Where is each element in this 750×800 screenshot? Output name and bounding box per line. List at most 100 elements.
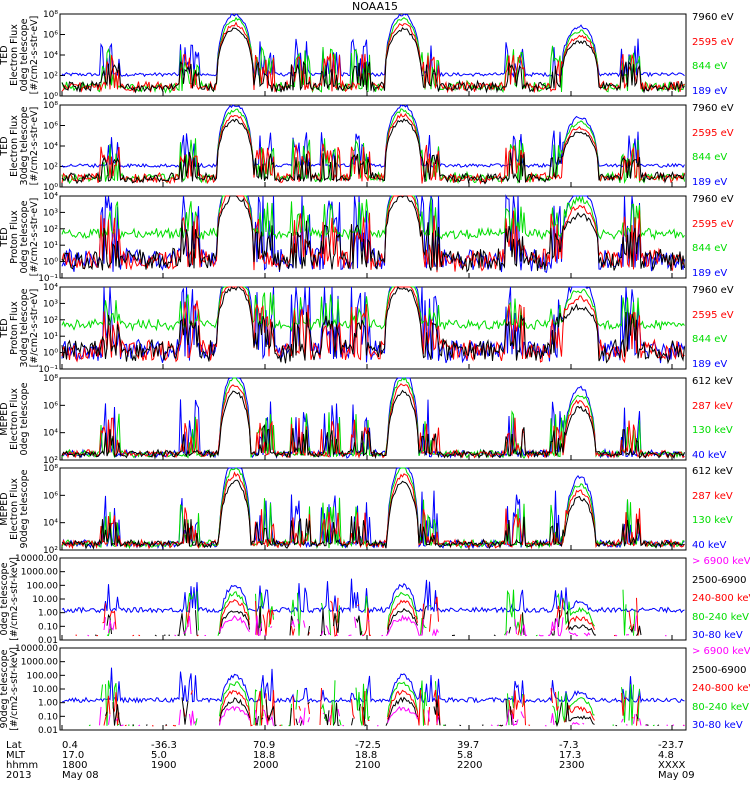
y-tick-label: 10⁸ — [43, 10, 58, 20]
legend-entry: 80-240 keV — [692, 611, 750, 623]
y-tick-label: 10² — [43, 225, 58, 235]
panel-ylabel: TED Electron Flux 30deg telescope [#/cm2-s-… — [0, 100, 44, 192]
y-tick-label: 10⁶ — [43, 491, 58, 501]
x-tick-time: XXXX — [658, 760, 686, 771]
x-row-label: 2013 — [6, 770, 32, 781]
ylabel-line: [#/cm2-s-str-eV] — [29, 15, 40, 95]
y-tick-label: 0.10 — [38, 712, 58, 722]
legend-entry: 80-240 keV — [692, 701, 750, 713]
legend-entry: 240-800 keV — [692, 593, 750, 604]
legend-entry: 612 keV — [692, 466, 733, 477]
series-trace — [61, 286, 685, 364]
legend-entry: 2500-6900 — [692, 574, 747, 586]
y-tick-label: 10⁴ — [43, 51, 58, 61]
series-trace — [88, 616, 679, 636]
legend-entry: 2595 eV — [692, 218, 734, 230]
y-tick-label: 100.00 — [27, 581, 59, 591]
chart-title: NOAA15 — [351, 0, 399, 13]
series-trace — [61, 467, 685, 550]
series-trace — [61, 16, 685, 94]
y-tick-label: 10000.00 — [15, 644, 58, 654]
legend-entry: 2595 eV — [692, 127, 734, 139]
x-tick-mlt: 17.3 — [559, 750, 582, 761]
legend-entry: 40 keV — [692, 450, 727, 461]
y-tick-label: 10¹ — [43, 332, 58, 342]
x-tick-mlt: 5.0 — [151, 750, 167, 761]
y-tick-label: 10⁶ — [43, 401, 58, 411]
x-row-label: Lat — [6, 740, 22, 751]
x-row-label: MLT — [6, 750, 25, 761]
y-tick-label: 10⁸ — [43, 101, 58, 111]
series-trace — [99, 705, 685, 727]
legend-entry: 130 keV — [692, 425, 733, 437]
panel-ylabel: TED Proton Flux 0deg telescope [#/cm2-s-str… — [0, 191, 44, 283]
series-trace — [61, 286, 685, 333]
series-trace — [61, 389, 685, 460]
y-tick-label: 10³ — [43, 299, 58, 309]
y-tick-label: 10000.00 — [15, 554, 58, 564]
series-trace — [61, 13, 685, 78]
panel-ylabel: 0deg telescope [#/cm2-s-str-keV] — [0, 553, 44, 645]
x-tick-lat: 39.7 — [457, 740, 480, 751]
legend-entry: 189 eV — [692, 177, 728, 188]
panel-ylabel: TED Proton Flux 30deg telescope [#/cm2-s-st… — [0, 282, 44, 374]
legend-entry: 7960 eV — [692, 194, 734, 205]
series-trace — [61, 104, 685, 169]
ylabel-line: [#/cm2-s-str-eV] — [29, 197, 40, 277]
y-tick-label: 10⁰ — [43, 349, 58, 359]
legend-entry: 2595 eV — [692, 309, 734, 321]
panel-frame — [59, 195, 687, 279]
x-tick-mlt: 5.8 — [457, 750, 473, 761]
x-tick-date: May 09 — [658, 770, 695, 781]
x-tick-lat: 70.9 — [253, 740, 276, 751]
y-tick-label: 10³ — [43, 208, 58, 218]
y-tick-label: 10⁻¹ — [38, 365, 58, 375]
panel-ylabel: MEPED Electron Flux 0deg telescope — [0, 373, 44, 465]
y-tick-label: 10⁴ — [43, 283, 58, 293]
x-tick-time: 1900 — [151, 760, 177, 771]
series-trace — [61, 108, 685, 185]
x-tick-mlt: 18.8 — [355, 750, 378, 761]
ylabel-line: [#/cm2-s-str-eV] — [29, 288, 40, 368]
ylabel-line: 0deg telescope — [19, 382, 30, 456]
y-tick-label: 10⁰ — [43, 92, 58, 102]
y-tick-label: 10⁶ — [43, 122, 58, 132]
x-tick-lat: -23.7 — [658, 740, 684, 751]
y-tick-label: 10² — [43, 163, 58, 173]
legend-entry: > 6900 keV — [692, 556, 750, 567]
y-tick-label: 100.00 — [27, 671, 59, 681]
x-tick-date: May 08 — [62, 770, 99, 781]
x-tick-lat: 0.4 — [62, 740, 78, 751]
y-tick-label: 10.00 — [32, 685, 58, 695]
ylabel-line: 90deg telescope — [19, 469, 30, 549]
x-tick-time: 2100 — [355, 760, 381, 771]
x-tick-mlt: 4.8 — [658, 750, 674, 761]
series-trace — [61, 286, 685, 365]
series-trace — [61, 194, 685, 274]
panel-frame — [59, 467, 687, 551]
series-trace — [61, 578, 685, 614]
series-trace — [61, 112, 685, 185]
y-tick-label: 10⁴ — [43, 429, 58, 439]
legend-entry: 844 eV — [692, 152, 728, 164]
y-tick-label: 1.00 — [38, 699, 58, 709]
legend-entry: 612 keV — [692, 376, 733, 387]
x-tick-mlt: 17.0 — [62, 750, 85, 761]
x-row-label: hhmm — [6, 760, 39, 771]
y-tick-label: 10⁸ — [43, 464, 58, 474]
legend-entry: 2500-6900 — [692, 664, 747, 676]
y-tick-label: 0.01 — [38, 636, 58, 646]
legend-entry: 844 eV — [692, 61, 728, 73]
y-tick-label: 1000.00 — [21, 568, 58, 578]
y-tick-label: 10⁴ — [43, 519, 58, 529]
series-trace — [61, 117, 685, 185]
legend-entry: 30-80 keV — [692, 630, 743, 641]
x-tick-lat: -7.3 — [559, 740, 579, 751]
panel-frame — [59, 647, 687, 731]
y-tick-label: 10⁰ — [43, 183, 58, 193]
legend-entry: 189 eV — [692, 86, 728, 97]
x-tick-lat: -36.3 — [151, 740, 177, 751]
y-tick-label: 0.10 — [38, 622, 58, 632]
x-tick-time: 2000 — [253, 760, 279, 771]
